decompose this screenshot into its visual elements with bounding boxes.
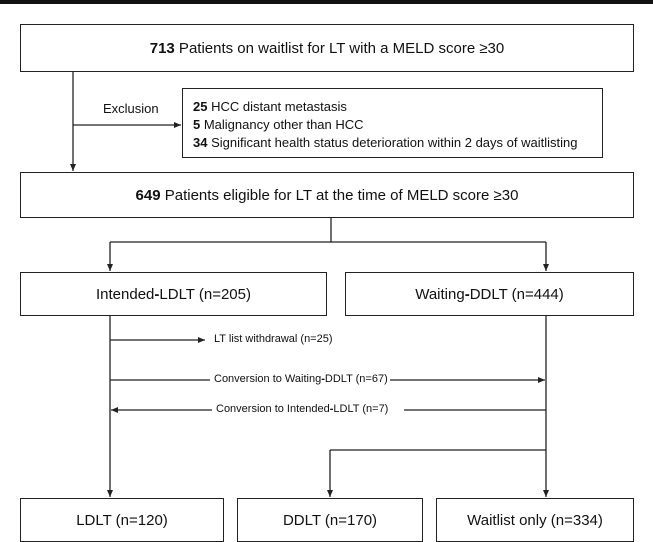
exclusion-item: 25 HCC distant metastasis (193, 99, 347, 114)
exclusion-box: 25 HCC distant metastasis 5 Malignancy o… (182, 88, 603, 158)
eligible-text: Patients eligible for LT at the time of … (160, 186, 519, 204)
eligible-count: 649 (135, 186, 161, 204)
waitlist-only-box: Waitlist only (n=334) (436, 498, 634, 542)
conversion-to-intended-label: Conversion to Intended-LDLT (n=7) (214, 403, 391, 415)
ldlt-outcome-box: LDLT (n=120) (20, 498, 224, 542)
waitlist-count: 713 (149, 39, 175, 57)
waitlist-only-label: Waitlist only (n=334) (467, 511, 603, 529)
ldlt-outcome-label: LDLT (n=120) (76, 511, 168, 529)
conversion-to-waiting-label: Conversion to Waiting-DDLT (n=67) (212, 373, 390, 385)
waitlist-box: 713 Patients on waitlist for LT with a M… (20, 24, 634, 72)
withdrawal-label: LT list withdrawal (n=25) (212, 333, 335, 345)
exclusion-item: 34 Significant health status deteriorati… (193, 135, 578, 150)
intended-ldlt-box: Intended-LDLT (n=205) (20, 272, 327, 316)
ddlt-outcome-box: DDLT (n=170) (237, 498, 423, 542)
ddlt-outcome-label: DDLT (n=170) (282, 511, 378, 529)
waitlist-text: Patients on waitlist for LT with a MELD … (174, 39, 505, 57)
waiting-ddlt-box: Waiting-DDLT (n=444) (345, 272, 634, 316)
exclusion-item: 5 Malignancy other than HCC (193, 117, 364, 132)
exclusion-label: Exclusion (103, 101, 159, 116)
top-rule (0, 0, 653, 4)
eligible-box: 649 Patients eligible for LT at the time… (20, 172, 634, 218)
